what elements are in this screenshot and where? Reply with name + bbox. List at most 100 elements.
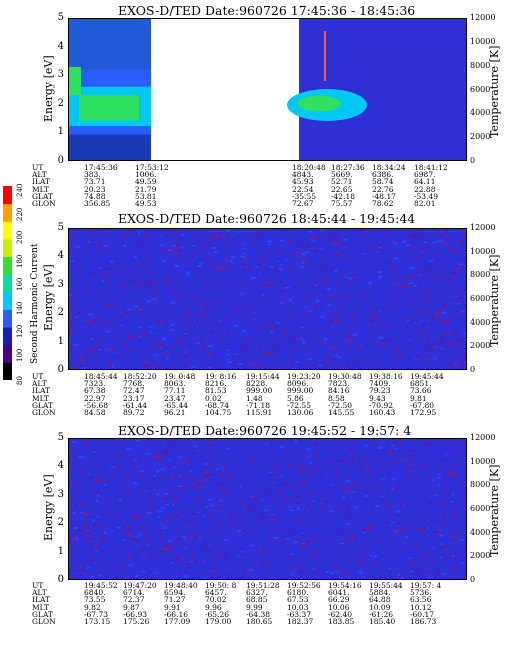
colorbar-segment [3, 327, 12, 346]
orbit-cell: 5669. [331, 170, 353, 180]
heatmap-background [69, 439, 466, 579]
orbit-row-label: MLT [32, 184, 50, 194]
orbit-cell: 130.06 [287, 408, 314, 417]
orbit-cell: -72.50 [328, 400, 353, 410]
y-tick-label: 0 [57, 574, 64, 585]
y2-axis-label: Temperature [K] [488, 45, 501, 138]
orbit-row-label: GLAT [32, 609, 53, 619]
orbit-cell: 78.62 [372, 199, 394, 208]
orbit-cell: 19:54:16 [328, 581, 362, 590]
orbit-cell: 19: 0:48 [164, 372, 196, 381]
colorbar-tick-label: 180 [16, 254, 24, 268]
orbit-cell: 49.59 [135, 177, 157, 187]
orbit-cell: 66.29 [328, 595, 350, 605]
orbit-cell: -60.17 [410, 609, 435, 619]
orbit-cell: 7409. [369, 379, 391, 389]
colorbar-segment [3, 309, 12, 328]
heatmap-plot [68, 438, 467, 580]
orbit-cell: 72.47 [123, 386, 145, 396]
orbit-cell: 9.43 [369, 393, 386, 403]
y2-tick-label: 4000 [470, 317, 491, 327]
chart-title: EXOS-D/TED Date:960726 17:45:36 - 18:45:… [118, 3, 416, 18]
orbit-cell: 21.79 [135, 184, 157, 194]
heatmap-noise [69, 229, 466, 369]
orbit-cell: 177.09 [164, 617, 191, 626]
orbit-cell: 9.99 [246, 602, 263, 612]
colorbar-segment [3, 274, 12, 293]
orbit-cell: 7823. [328, 379, 350, 389]
y-axis-label: Energy [eV] [42, 54, 55, 122]
orbit-cell: 19:57: 4 [410, 581, 442, 590]
colorbar-tick-label: 100 [16, 348, 24, 362]
chart-title: EXOS-D/TED Date:960726 19:45:52 - 19:57:… [118, 423, 412, 438]
signal-edge-left [69, 66, 81, 96]
orbit-cell: 6594. [164, 588, 186, 598]
orbit-cell: 77.11 [164, 386, 186, 396]
orbit-row-label: ALT [32, 379, 47, 389]
orbit-cell: 19:48:40 [164, 581, 198, 590]
y2-tick-label: 8000 [470, 270, 491, 280]
orbit-cell: 6457. [205, 588, 227, 598]
orbit-cell: 4843. [292, 170, 314, 180]
orbit-row-label: UT [32, 372, 44, 381]
orbit-cell: 19:15:44 [246, 372, 280, 381]
orbit-cell: -62.40 [328, 609, 353, 619]
orbit-row-label: ILAT [32, 386, 50, 396]
y2-tick-label: 12000 [470, 13, 496, 22]
orbit-cell: 73.55 [84, 595, 106, 605]
orbit-cell: 67.53 [287, 595, 309, 605]
orbit-cell: 173.15 [84, 617, 111, 626]
orbit-cell: 8.58 [328, 393, 345, 403]
orbit-cell: 175.26 [123, 617, 150, 626]
orbit-cell: 183.85 [328, 617, 355, 626]
orbit-cell: 6386. [372, 170, 394, 180]
colorbar-tick-label: 120 [16, 324, 24, 338]
orbit-cell: 79.23 [369, 386, 391, 396]
orbit-cell: 172.95 [410, 408, 437, 417]
colorbar-label: Second Harmonic Current [30, 243, 40, 364]
heatmap-canvas [69, 229, 466, 369]
orbit-cell: -66.16 [164, 609, 189, 619]
colorbar-gradient [3, 186, 12, 380]
orbit-cell: -61.44 [123, 400, 148, 410]
orbit-cell: 53.81 [135, 191, 157, 201]
orbit-cell: -65.26 [205, 609, 230, 619]
orbit-cell: 10.12 [410, 602, 432, 612]
colorbar-segment [3, 186, 12, 205]
y-tick-label: 3 [57, 69, 64, 81]
orbit-cell: 67.38 [84, 386, 106, 396]
orbit-cell: 9.82 [84, 602, 101, 612]
orbit-cell: 17:53:12 [135, 163, 169, 172]
orbit-cell: 72.67 [292, 199, 314, 208]
orbit-cell: 23.47 [164, 393, 186, 403]
orbit-cell: 19:52:56 [287, 581, 321, 590]
colorbar-segment [3, 238, 12, 258]
orbit-cell: 145.55 [328, 408, 355, 417]
orbit-cell: 18:45:44 [84, 372, 118, 381]
orbit-cell: 19:23:20 [287, 372, 321, 381]
orbit-cell: 115.91 [246, 408, 273, 417]
y-tick-label: 5 [57, 222, 64, 233]
orbit-cell: 186.73 [410, 617, 437, 626]
orbit-cell: 9.87 [123, 602, 140, 612]
colorbar-segment [3, 221, 12, 240]
y-tick-label: 0 [57, 155, 64, 166]
orbit-cell: 63.56 [410, 595, 432, 605]
y-tick-label: 5 [57, 432, 64, 443]
orbit-cell: 10.09 [369, 602, 391, 612]
y2-tick-label: 8000 [470, 60, 491, 70]
y2-tick-label: 10000 [470, 36, 496, 46]
orbit-cell: 19:45:44 [410, 372, 444, 381]
y-tick-label: 2 [57, 307, 64, 319]
orbit-cell: -71.18 [246, 400, 271, 410]
orbit-cell: 19:45:52 [84, 581, 118, 590]
orbit-cell: 64.88 [369, 595, 391, 605]
y2-tick-label: 12000 [470, 223, 496, 232]
orbit-cell: 383. [84, 170, 101, 180]
orbit-cell: 68.85 [246, 595, 268, 605]
orbit-cell: 73.71 [84, 177, 106, 187]
orbit-cell: 5884. [369, 588, 391, 598]
colorbar-segment [3, 203, 12, 222]
orbit-cell: -72.55 [287, 400, 312, 410]
orbit-cell: 64.11 [414, 177, 436, 187]
